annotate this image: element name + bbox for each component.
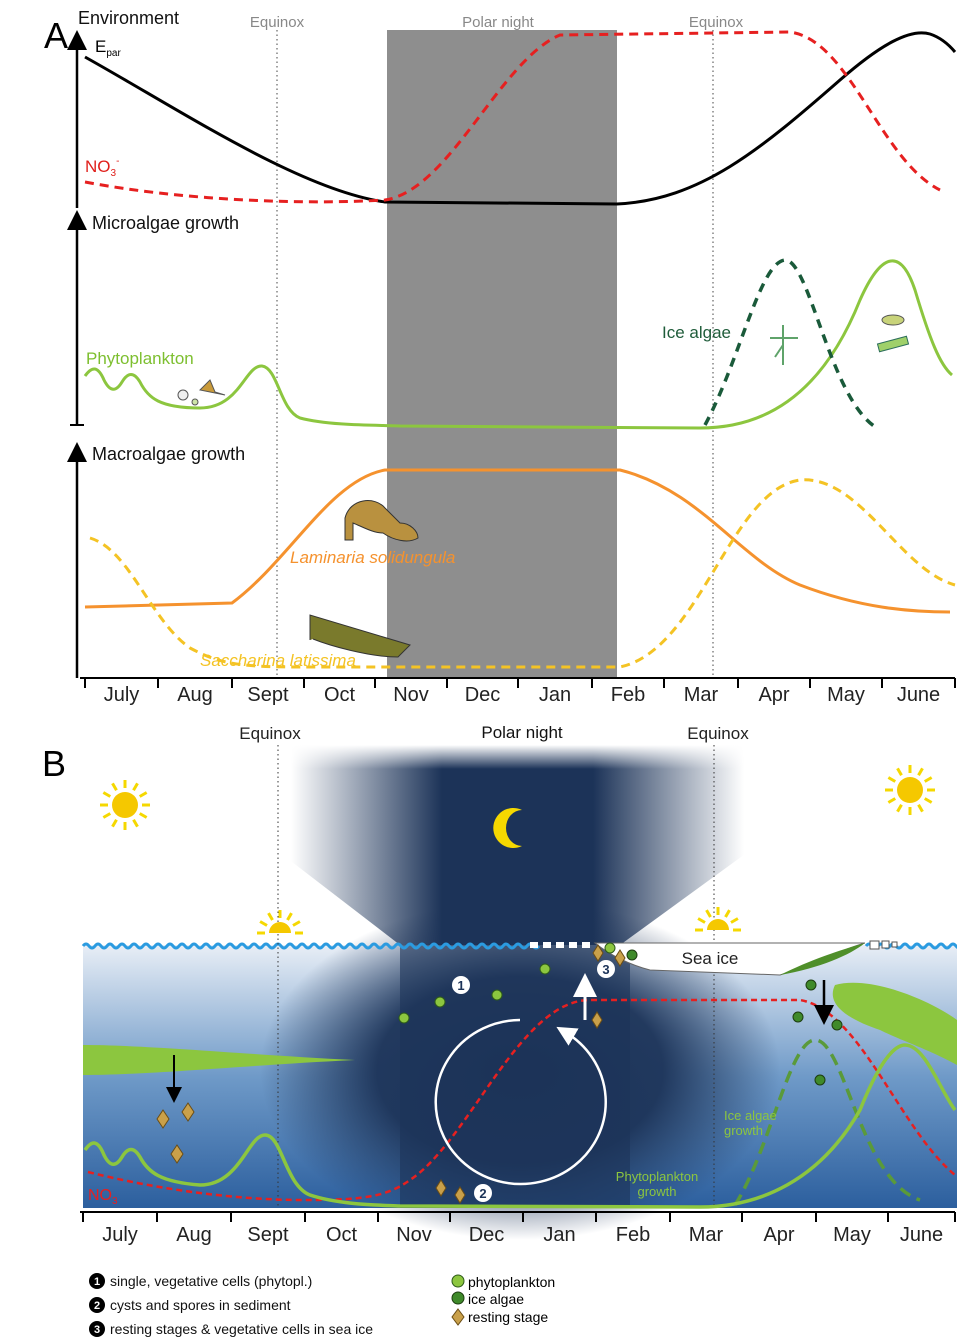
stage-marker: 2 xyxy=(474,1184,492,1202)
month-label: Mar xyxy=(684,684,719,706)
month-label: Mar xyxy=(689,1224,724,1246)
ice-algae-label: Ice algae xyxy=(662,323,731,342)
legend-text: single, vegetative cells (phytopl.) xyxy=(110,1273,312,1289)
month-label: July xyxy=(102,1224,138,1246)
legend-text: cysts and spores in sediment xyxy=(110,1297,291,1313)
symbol: NO xyxy=(85,157,111,176)
laminaria-label: Laminaria solidungula xyxy=(290,548,455,567)
symbol: NO xyxy=(88,1187,112,1204)
legend-text: phytoplankton xyxy=(468,1274,555,1290)
line: growth xyxy=(637,1184,676,1199)
legend-number: 1 xyxy=(94,1276,100,1288)
subscript: 3 xyxy=(111,168,117,179)
legend-swatch xyxy=(452,1292,464,1304)
sun-ray xyxy=(134,783,138,790)
legend-number: 2 xyxy=(94,1300,100,1312)
month-label: Oct xyxy=(324,684,356,706)
month-label: Apr xyxy=(758,684,789,706)
sun-ray xyxy=(898,805,902,812)
superscript: - xyxy=(116,156,119,167)
sun-ray xyxy=(919,805,923,812)
figure: A Equinox Polar night Equinox Environmen… xyxy=(0,0,957,1340)
legend-numbered: 1 single, vegetative cells (phytopl.) 2 cys… xyxy=(89,1273,373,1337)
phytoplankton-label: Phytoplankton xyxy=(86,349,194,368)
legend-number: 3 xyxy=(94,1324,100,1336)
legend-symbols: phytoplankton ice algae resting stage xyxy=(452,1274,555,1325)
month-label: Aug xyxy=(176,1224,212,1246)
axis-title: Environment xyxy=(78,8,179,28)
axis-title: Microalgae growth xyxy=(92,213,239,233)
panel-a: A Equinox Polar night Equinox Environmen… xyxy=(44,8,955,706)
legend-text: ice algae xyxy=(468,1291,524,1307)
month-label: Nov xyxy=(396,1224,432,1246)
sun-ray xyxy=(925,799,932,803)
panel-label: B xyxy=(42,743,66,784)
panel-b: B Equinox Polar night Equinox Sea ice NO… xyxy=(42,723,957,1337)
sea-ice-label: Sea ice xyxy=(682,949,739,968)
panel-label: A xyxy=(44,15,68,56)
month-label: Sept xyxy=(247,684,289,706)
sun-ray xyxy=(919,768,923,775)
legend-swatch xyxy=(452,1309,464,1325)
stage-marker: 3 xyxy=(597,960,615,978)
sun-ray xyxy=(113,820,117,827)
legend-text: resting stages & vegetative cells in sea… xyxy=(110,1321,373,1337)
month-label: June xyxy=(900,1224,943,1246)
ice-algae-curve xyxy=(705,260,877,428)
month-label: Aug xyxy=(177,684,213,706)
equinox-label: Equinox xyxy=(687,724,749,743)
month-label: Dec xyxy=(465,684,501,706)
phytoplankton-icon xyxy=(178,380,225,405)
month-label: Dec xyxy=(469,1224,505,1246)
sun-ray xyxy=(925,778,932,782)
month-label: Jan xyxy=(539,684,571,706)
subscript: par xyxy=(106,48,121,59)
line: Ice algae xyxy=(724,1108,777,1123)
line: Phytoplankton xyxy=(616,1169,698,1184)
saccharina-label: Saccharina latissima xyxy=(200,651,356,670)
month-label: Feb xyxy=(611,684,645,706)
legend-swatch xyxy=(452,1275,464,1287)
sun-disc xyxy=(112,792,138,818)
month-label: May xyxy=(833,1224,871,1246)
axis-title: Macroalgae growth xyxy=(92,444,245,464)
equinox-label: Equinox xyxy=(239,724,301,743)
legend-text: resting stage xyxy=(468,1309,548,1325)
sun-ray xyxy=(113,783,117,790)
month-label: Nov xyxy=(393,684,429,706)
month-axis: July Aug Sept Oct Nov Dec Jan Feb Mar Apr May June xyxy=(85,678,955,706)
month-label: Feb xyxy=(616,1224,650,1246)
month-label: May xyxy=(827,684,865,706)
sun-ray xyxy=(898,768,902,775)
subscript: 3 xyxy=(112,1196,118,1207)
polar-night-band xyxy=(387,30,617,678)
month-label: Apr xyxy=(763,1224,794,1246)
polar-night-label: Polar night xyxy=(481,723,563,742)
sun-ray xyxy=(134,820,138,827)
polar-night-label: Polar night xyxy=(462,14,535,31)
sun-ray xyxy=(103,793,110,797)
line: growth xyxy=(724,1123,763,1138)
stage-number: 1 xyxy=(457,978,464,993)
stage-number: 3 xyxy=(602,962,609,977)
sun-ray xyxy=(103,814,110,818)
sun-disc xyxy=(897,777,923,803)
stage-marker: 1 xyxy=(452,976,470,994)
nitrate-label: NO3- xyxy=(85,156,119,179)
month-label: Oct xyxy=(326,1224,358,1246)
page: { "panel_a": { "label": "A", "equinox_le… xyxy=(0,0,957,1340)
epar-label: Epar xyxy=(95,37,121,59)
legend: 1 single, vegetative cells (phytopl.) 2 cys… xyxy=(89,1273,555,1337)
equinox-label: Equinox xyxy=(250,14,305,31)
symbol: E xyxy=(95,37,106,56)
month-label: Sept xyxy=(247,1224,289,1246)
month-label: July xyxy=(104,684,140,706)
stage-number: 2 xyxy=(479,1186,486,1201)
month-label: June xyxy=(897,684,940,706)
equinox-label: Equinox xyxy=(689,14,744,31)
month-label: Jan xyxy=(543,1224,575,1246)
night-water-core xyxy=(400,945,630,1208)
